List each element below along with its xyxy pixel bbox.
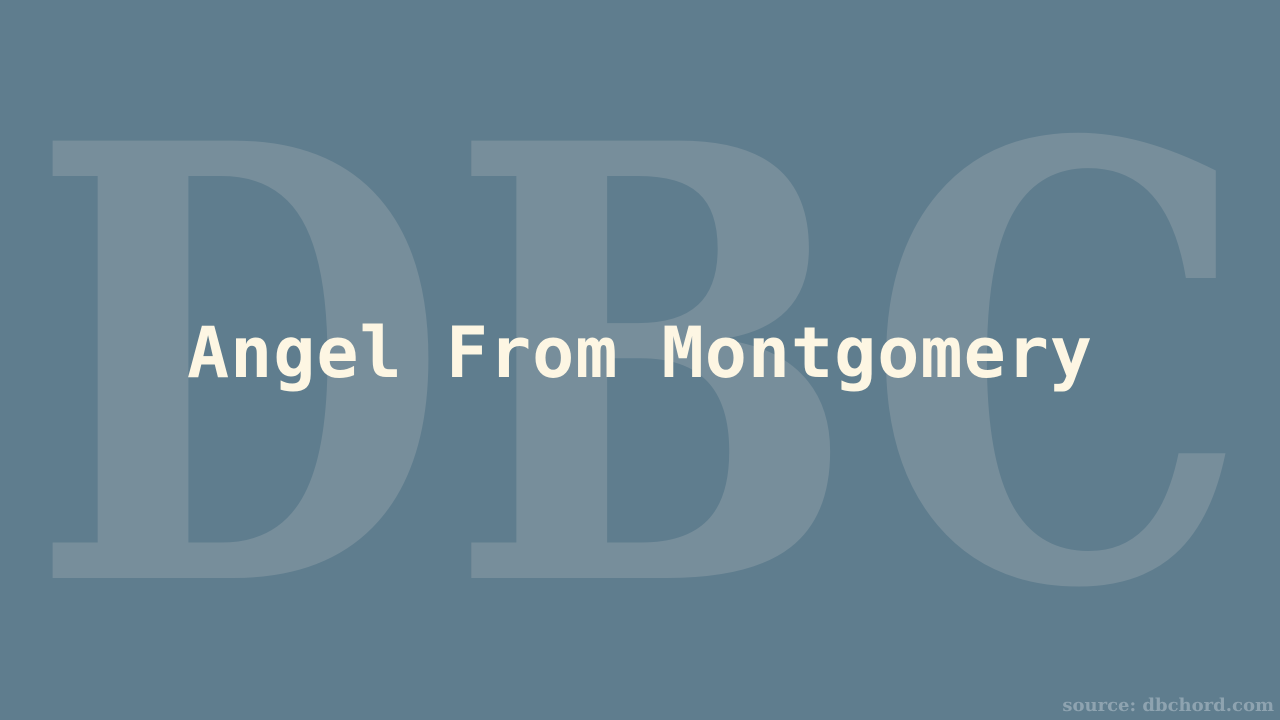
- dbc-watermark-logo: DBC: [0, 95, 1280, 615]
- source-attribution: source: dbchord.com: [1062, 695, 1274, 716]
- watermark-text: DBC: [30, 95, 1250, 615]
- song-title: Angel From Montgomery: [186, 312, 1093, 394]
